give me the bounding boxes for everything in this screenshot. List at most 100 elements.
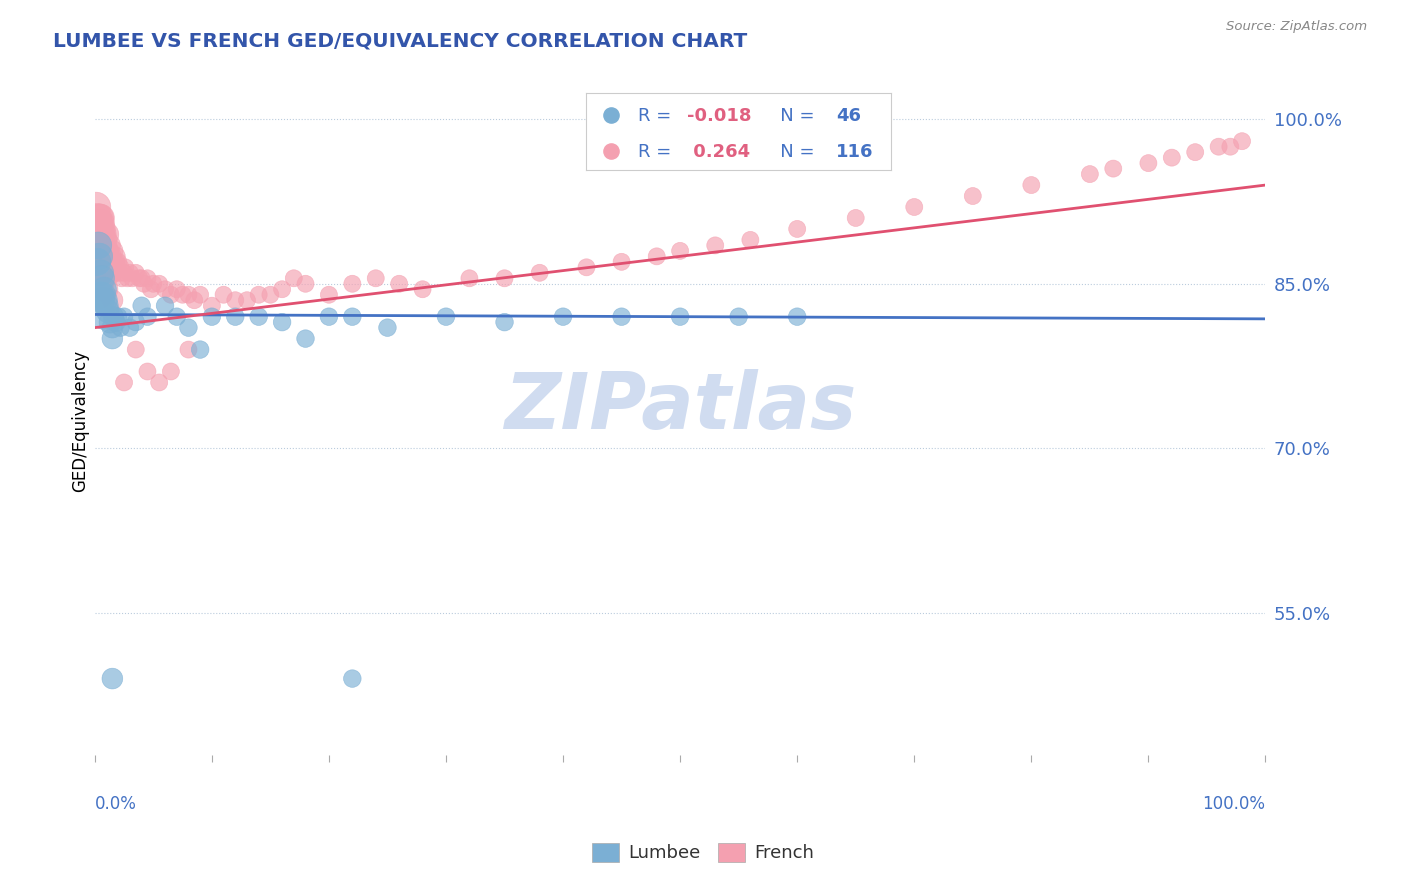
Point bbox=[90, 287, 112, 301]
Point bbox=[845, 211, 868, 225]
Point bbox=[342, 310, 364, 324]
Point bbox=[93, 266, 115, 280]
Point bbox=[104, 315, 127, 329]
Point bbox=[125, 266, 148, 280]
Point bbox=[104, 255, 127, 269]
Text: Source: ZipAtlas.com: Source: ZipAtlas.com bbox=[1226, 20, 1367, 33]
Point bbox=[101, 332, 124, 346]
Point bbox=[610, 255, 633, 269]
Point bbox=[139, 282, 162, 296]
Point bbox=[107, 310, 129, 324]
Point bbox=[91, 260, 114, 275]
Point bbox=[136, 310, 159, 324]
Point bbox=[727, 310, 749, 324]
Point bbox=[458, 271, 481, 285]
Point bbox=[494, 271, 516, 285]
Legend: Lumbee, French: Lumbee, French bbox=[585, 836, 821, 870]
Point bbox=[84, 200, 107, 214]
Point bbox=[1021, 178, 1043, 192]
Point bbox=[494, 315, 516, 329]
Point bbox=[111, 271, 134, 285]
Point bbox=[160, 287, 183, 301]
Point bbox=[318, 310, 340, 324]
Point bbox=[90, 293, 112, 308]
Point bbox=[90, 244, 112, 258]
Point bbox=[669, 244, 692, 258]
Point bbox=[172, 287, 194, 301]
Point bbox=[153, 282, 176, 296]
Point bbox=[1219, 139, 1241, 153]
Point bbox=[132, 277, 155, 291]
Point bbox=[166, 310, 188, 324]
Point bbox=[93, 249, 115, 263]
Point bbox=[177, 343, 200, 357]
Point bbox=[96, 227, 118, 242]
Point bbox=[98, 315, 121, 329]
Point bbox=[94, 244, 117, 258]
Point bbox=[112, 310, 135, 324]
Point bbox=[131, 271, 153, 285]
Point bbox=[283, 271, 305, 285]
Point bbox=[786, 310, 808, 324]
Point bbox=[90, 211, 112, 225]
Point bbox=[740, 233, 762, 247]
Point bbox=[96, 255, 118, 269]
Point bbox=[1184, 145, 1206, 160]
Point bbox=[153, 299, 176, 313]
Point bbox=[551, 310, 574, 324]
Point bbox=[125, 315, 148, 329]
Point bbox=[188, 287, 211, 301]
Point bbox=[1078, 167, 1101, 181]
Point bbox=[236, 293, 259, 308]
Point bbox=[105, 260, 128, 275]
Point bbox=[101, 244, 124, 258]
Point bbox=[87, 217, 110, 231]
Point bbox=[645, 249, 668, 263]
Point bbox=[166, 282, 188, 296]
Point bbox=[94, 255, 117, 269]
Point bbox=[412, 282, 434, 296]
Point bbox=[118, 320, 141, 334]
Point bbox=[90, 217, 112, 231]
Text: LUMBEE VS FRENCH GED/EQUIVALENCY CORRELATION CHART: LUMBEE VS FRENCH GED/EQUIVALENCY CORRELA… bbox=[53, 31, 748, 50]
Point bbox=[1102, 161, 1125, 176]
Point bbox=[1230, 134, 1253, 148]
Point bbox=[107, 255, 129, 269]
Point bbox=[114, 260, 136, 275]
Point bbox=[97, 304, 120, 318]
Point bbox=[97, 238, 120, 252]
Point bbox=[125, 343, 148, 357]
Point bbox=[103, 260, 125, 275]
Point bbox=[89, 211, 111, 225]
Point bbox=[97, 266, 120, 280]
Point bbox=[342, 672, 364, 686]
Point bbox=[1160, 151, 1182, 165]
Point bbox=[104, 249, 127, 263]
Point bbox=[90, 266, 112, 280]
Point bbox=[93, 266, 115, 280]
Point bbox=[101, 672, 124, 686]
Point bbox=[91, 287, 114, 301]
Point bbox=[91, 310, 114, 324]
Point bbox=[96, 244, 118, 258]
Point bbox=[91, 244, 114, 258]
Point bbox=[1137, 156, 1160, 170]
Point bbox=[610, 310, 633, 324]
Point bbox=[86, 244, 108, 258]
Text: 0.0%: 0.0% bbox=[94, 796, 136, 814]
Point bbox=[224, 293, 246, 308]
Point bbox=[201, 310, 224, 324]
Point bbox=[177, 320, 200, 334]
Point bbox=[669, 310, 692, 324]
Point bbox=[87, 238, 110, 252]
Point bbox=[96, 260, 118, 275]
Point bbox=[101, 320, 124, 334]
Point bbox=[1208, 139, 1230, 153]
Point bbox=[98, 249, 121, 263]
Point bbox=[112, 376, 135, 390]
Point bbox=[142, 277, 165, 291]
Point bbox=[90, 266, 112, 280]
Point bbox=[247, 287, 270, 301]
Point bbox=[84, 222, 107, 236]
Point bbox=[377, 320, 399, 334]
